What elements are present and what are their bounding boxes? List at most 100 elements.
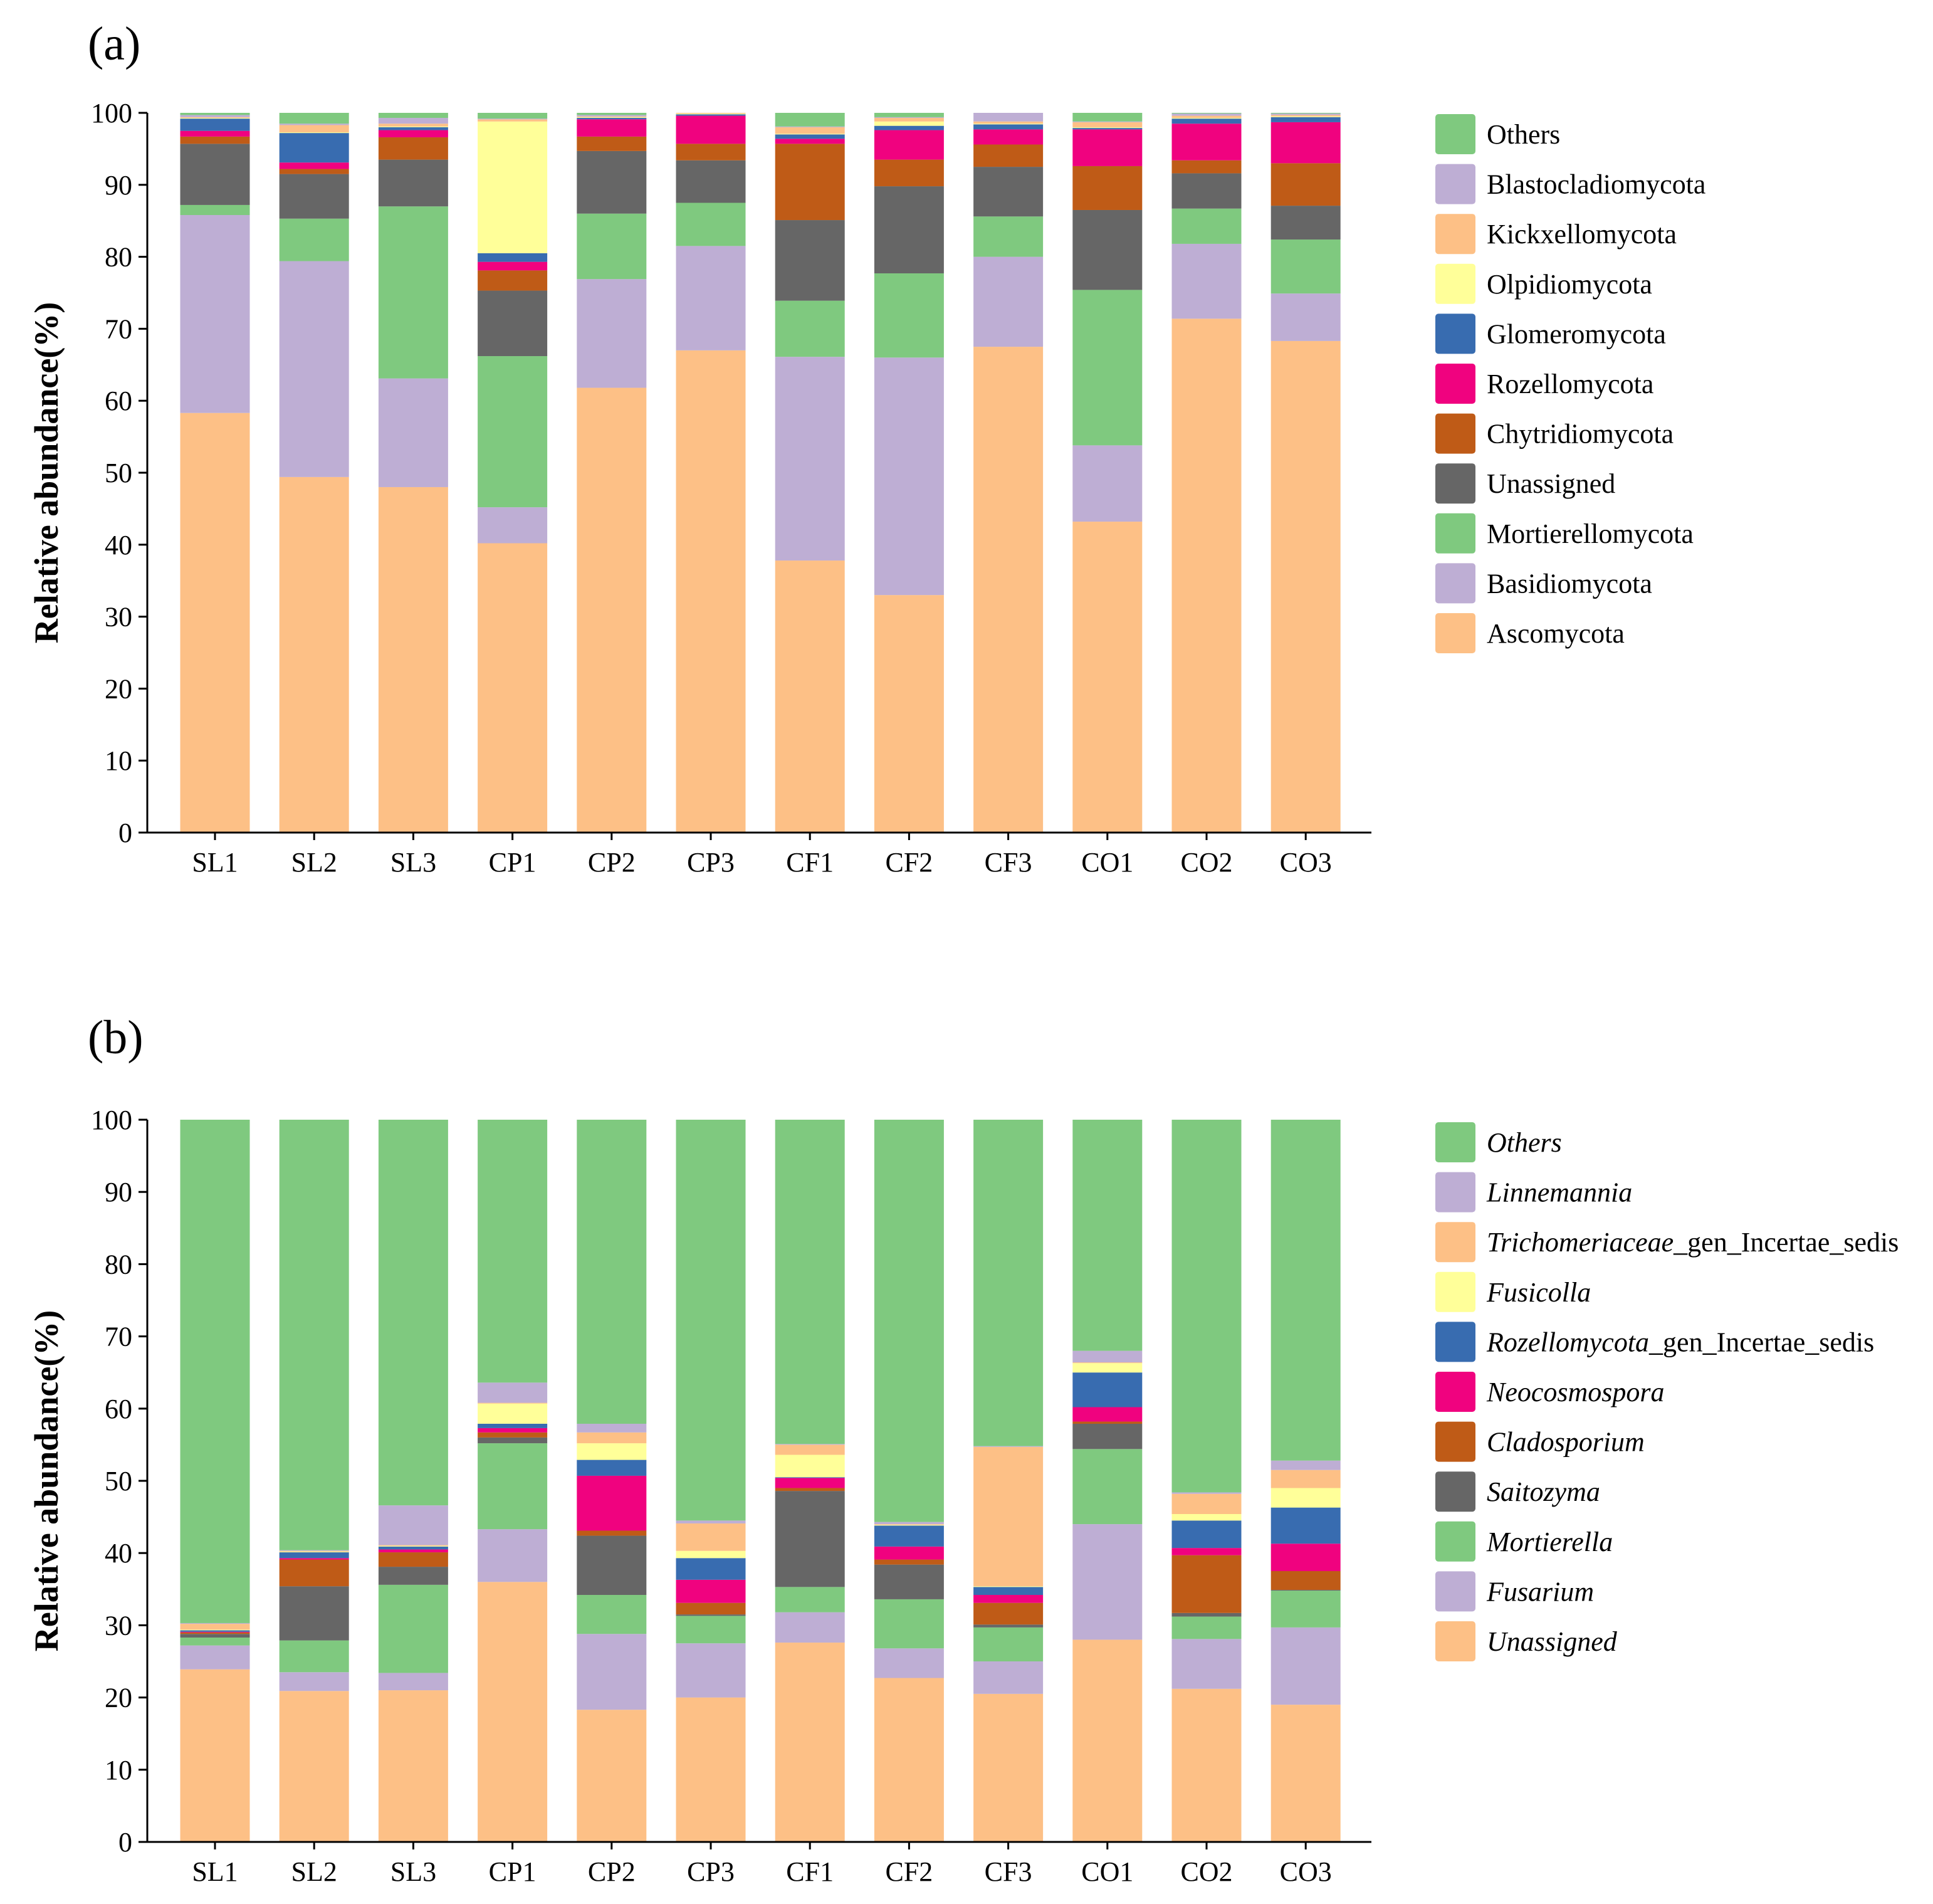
x-tick-label: CF3 [985,847,1032,878]
bar-segment [1171,1612,1242,1617]
bar-segment [1171,1688,1242,1842]
bar-segment [279,162,349,169]
bar-segment [973,1661,1044,1694]
bar-segment [378,130,448,138]
panel-a: (a) Relative abundance(%) SL1 SL2 SL3 CP1 CP2 C… [28,18,1705,878]
bar-segment [973,1446,1044,1447]
bar-segment [1270,122,1341,164]
bar-segment [577,115,647,117]
bar-segment [1171,1520,1242,1549]
legend-label: Mortierellomycota [1487,518,1694,549]
bar-segment [676,1120,746,1521]
bar-stack-cp3 [676,113,746,833]
bar-segment [478,121,548,253]
bar-segment [279,1640,349,1673]
bar-segment [378,1552,448,1567]
bar-segment [478,290,548,357]
legend-swatch [1435,1372,1475,1412]
bar-segment [874,1120,944,1522]
bar-segment [775,127,845,134]
bar-segment [874,1525,944,1547]
legend-swatch [1435,1421,1475,1462]
bar-segment [279,1672,349,1691]
bar-segment [1072,1372,1143,1407]
bar-segment [874,1546,944,1560]
bar-segment [279,124,349,125]
bar-segment [874,121,944,126]
x-tick-label: CP3 [687,1856,735,1887]
y-tick-label: 10 [105,1755,132,1786]
bar-stack-sl1 [180,113,250,833]
legend-item: Saitozyma [1435,1471,1600,1512]
bar-segment [874,186,944,274]
bar-segment [676,144,746,160]
legend-swatch [1435,1621,1475,1661]
legend-label: Rozellomycota [1487,369,1653,399]
bar-segment [1270,340,1341,833]
legend-swatch [1435,164,1475,204]
bar-stack-co3 [1270,113,1341,833]
legend-swatch [1435,313,1475,354]
x-tick-label: CP1 [489,847,537,878]
bar-segment [1171,1493,1242,1514]
legend-label: Neocosmospora [1486,1377,1665,1407]
bar-segment [1072,1423,1143,1449]
bar-segment [577,279,647,388]
bar-segment [378,487,448,833]
bar-segment [1270,1120,1341,1461]
x-tick-label: CP1 [489,1856,537,1887]
bar-segment [676,350,746,833]
y-tick-label: 20 [105,1683,132,1713]
y-tick-label: 0 [118,1827,132,1858]
bar-segment [378,378,448,487]
bar-segment [1171,1639,1242,1689]
bar-segment [1072,1449,1143,1525]
bar-segment [775,1491,845,1587]
panel-b: (b) Relative abundance(%) SL1 SL2 SL3 CP1 CP2 C… [28,1011,1899,1887]
bar-segment [874,1524,944,1525]
x-tick-label: SL1 [192,847,238,878]
bar-stack-cf3 [973,1120,1044,1842]
panel-label: (b) [88,1011,144,1064]
bar-segment [1171,173,1242,209]
y-tick-label: 40 [105,530,132,560]
bar-segment [1270,206,1341,240]
bar-stack-cp1 [478,1120,548,1842]
bar-segment [973,216,1044,257]
bar-segment [775,1120,845,1444]
bar-segment [676,1614,746,1616]
bar-segment [180,204,250,216]
bar-segment [676,1579,746,1603]
bar-segment [1072,127,1143,129]
x-tick-label: CF2 [885,1856,933,1887]
bar-segment [676,246,746,350]
bar-stack-cf1 [775,1120,845,1842]
legend-swatch [1435,1571,1475,1612]
bar-segment [378,1584,448,1673]
bar-stack-co2 [1171,1120,1242,1842]
y-tick-label: 50 [105,1466,132,1496]
bar-segment [874,595,944,833]
bar-segment [378,1567,448,1585]
bar-segment [378,124,448,127]
bar-segment [279,1120,349,1550]
bar-segment [973,1627,1044,1661]
x-tick-label: CP2 [588,847,636,878]
bar-segment [279,1586,349,1641]
bar-segment [1072,522,1143,833]
legend-label: Saitozyma [1487,1476,1600,1507]
bars [180,1120,1341,1842]
bar-stack-cf2 [874,1120,944,1842]
legend-label: Fusicolla [1486,1277,1591,1308]
bar-segment [478,270,548,291]
bar-segment [478,1423,548,1428]
bar-segment [478,1402,548,1404]
bar-segment [1072,122,1143,127]
bar-segment [378,118,448,124]
bar-segment [279,1550,349,1551]
bar-segment [1072,166,1143,210]
bar-segment [577,1443,647,1460]
y-tick-label: 40 [105,1538,132,1569]
legend-item: Others [1435,114,1560,154]
y-tick-label: 50 [105,458,132,488]
